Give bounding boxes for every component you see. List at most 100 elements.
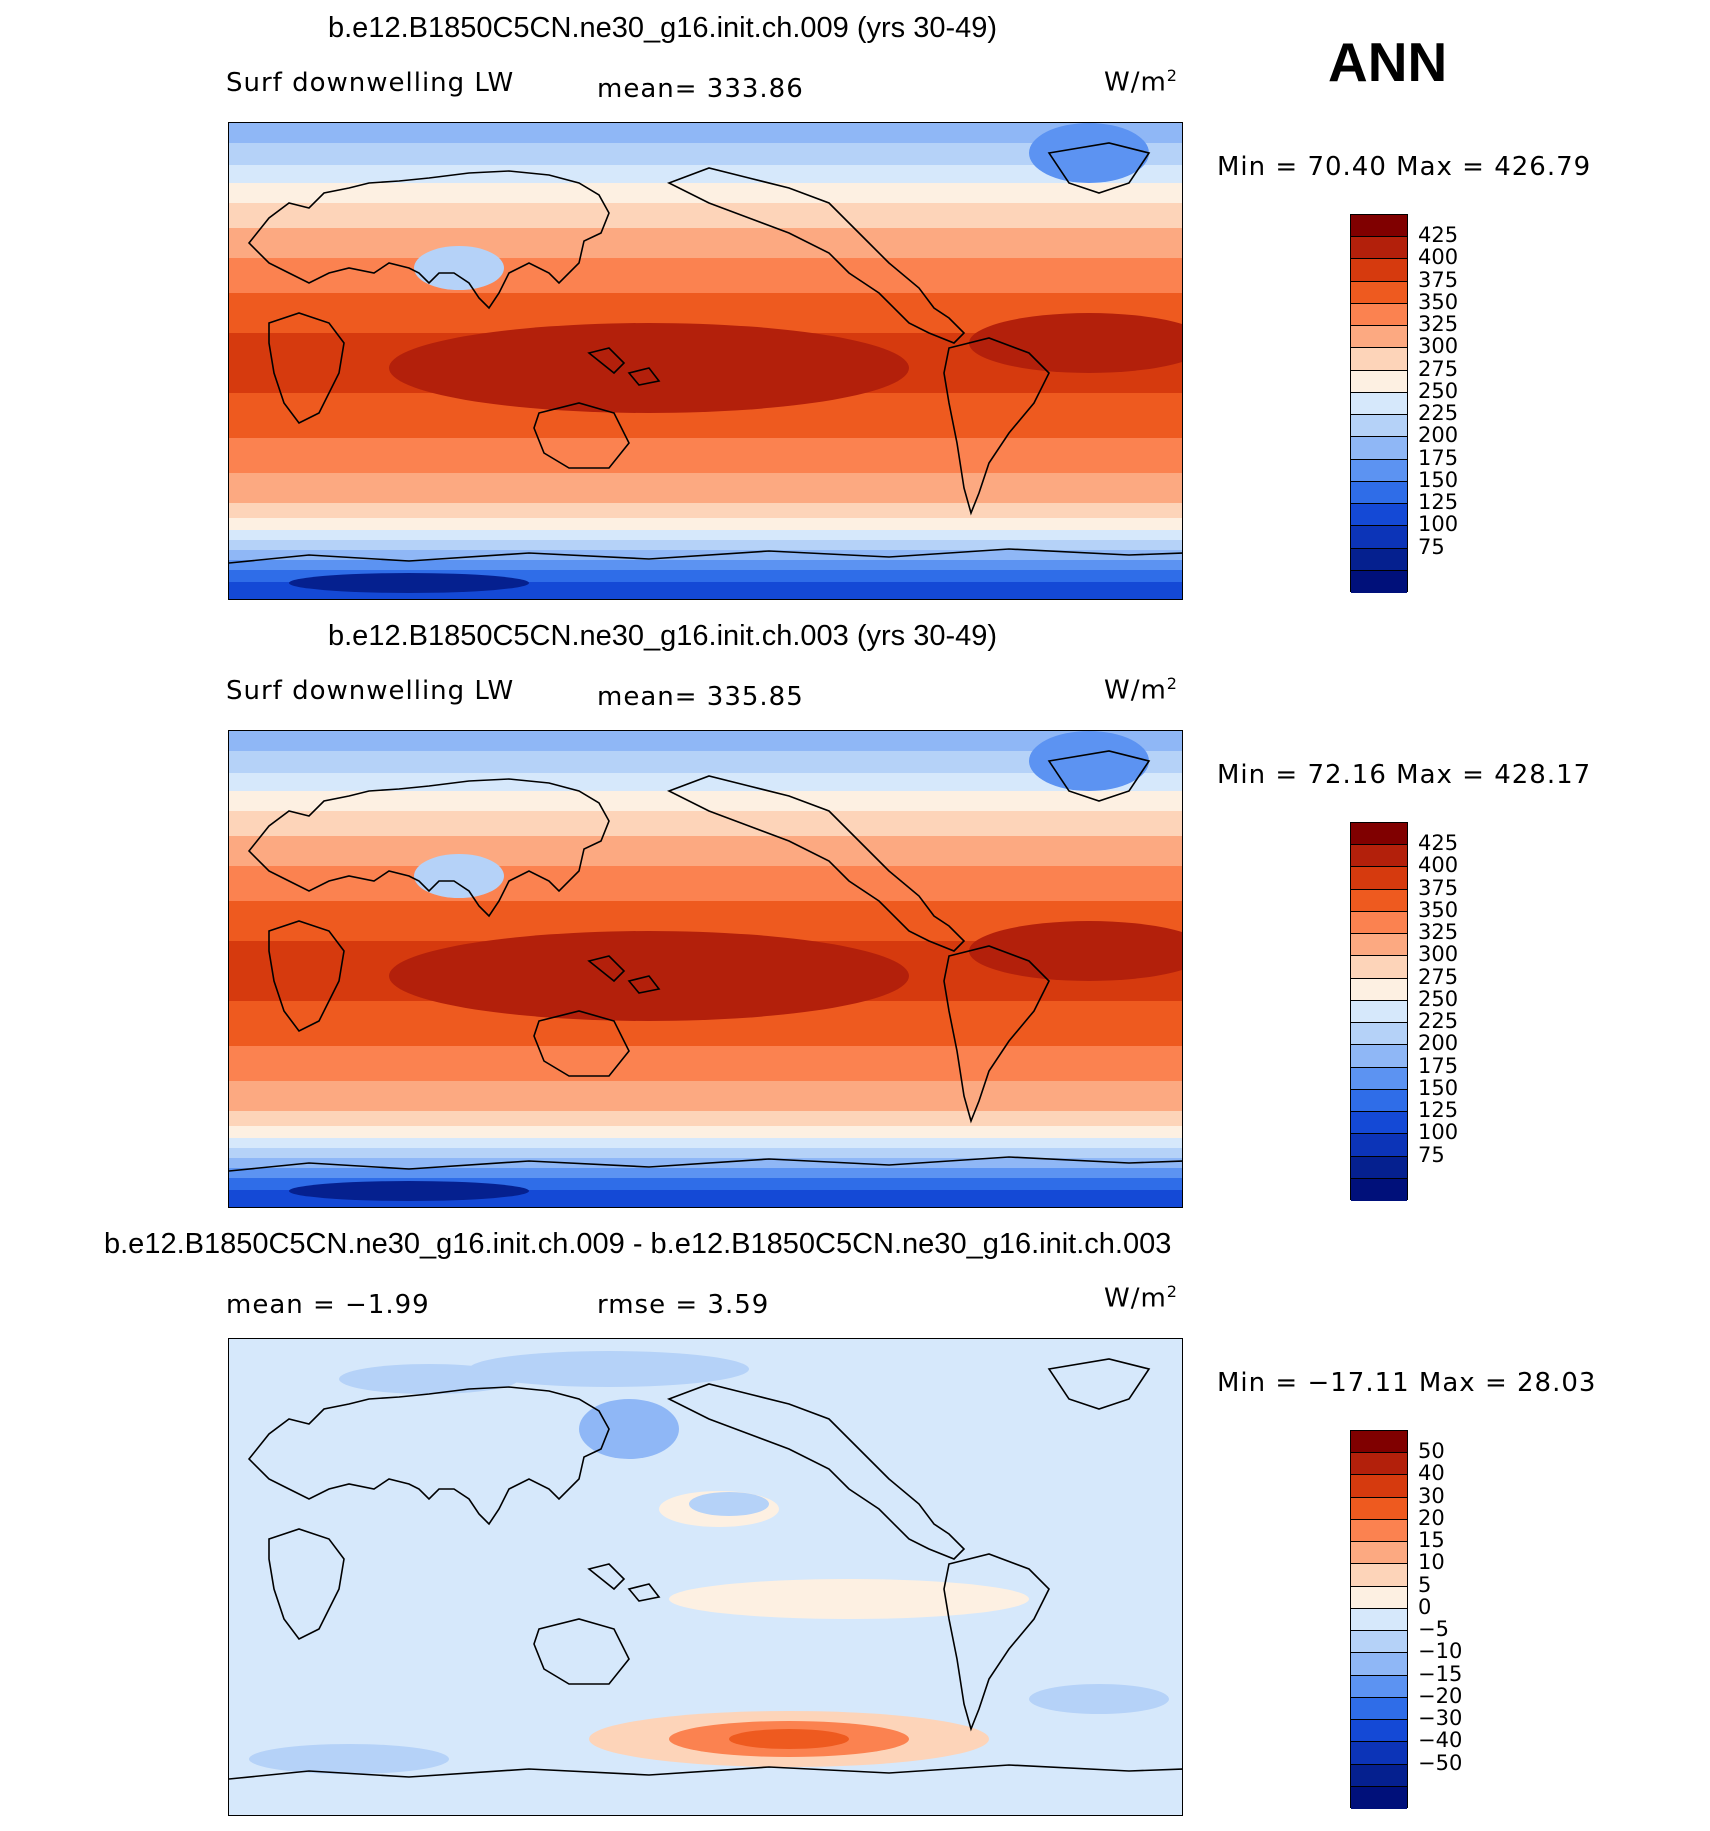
colorbar-tick-label: 225 xyxy=(1418,401,1459,426)
colorbar-tick-label: −10 xyxy=(1418,1639,1463,1664)
contour-blob xyxy=(289,573,529,593)
panel-title: b.e12.B1850C5CN.ne30_g16.init.ch.009 - b… xyxy=(104,1228,1172,1260)
colorbar-tick-label: −5 xyxy=(1418,1617,1449,1642)
coastline xyxy=(1047,750,1151,802)
colorbar-tick-label: 275 xyxy=(1418,964,1459,989)
colorbar-cell xyxy=(1351,1697,1407,1721)
colorbar-tick-label: 75 xyxy=(1418,1142,1445,1167)
contour-band xyxy=(229,1148,1182,1158)
colorbar-tick-label: 175 xyxy=(1418,1053,1459,1078)
colorbar-cell xyxy=(1351,1023,1407,1046)
contour-band xyxy=(229,751,1182,773)
colorbar-cell xyxy=(1351,548,1407,571)
contour-blob xyxy=(1029,731,1149,791)
colorbar-cell xyxy=(1351,1564,1407,1587)
colorbar-cell xyxy=(1351,1519,1407,1543)
colorbar-tick-label: 0 xyxy=(1418,1594,1432,1619)
colorbar-tick-label: 175 xyxy=(1418,445,1459,470)
units-label: W/m2 xyxy=(1104,66,1178,98)
colorbar-tick-label: 425 xyxy=(1418,831,1459,856)
colorbar-tick-label: 400 xyxy=(1418,853,1459,878)
colorbar-cell xyxy=(1351,889,1407,912)
colorbar-cell xyxy=(1351,1586,1407,1609)
contour-band xyxy=(229,438,1182,473)
colorbar-cell xyxy=(1351,415,1407,438)
contour-band xyxy=(229,123,1182,143)
colorbar-tick-label: 400 xyxy=(1418,245,1459,270)
colorbar-cell xyxy=(1351,437,1407,460)
contour-band xyxy=(229,836,1182,866)
colorbar-cell xyxy=(1351,526,1407,549)
colorbar-tick-label: −50 xyxy=(1418,1750,1463,1775)
contour-band xyxy=(229,560,1182,570)
coastline xyxy=(268,312,345,425)
colorbar-cell xyxy=(1351,1112,1407,1135)
contour-band xyxy=(229,773,1182,791)
coastline xyxy=(229,1764,1182,1780)
contour-band xyxy=(229,1138,1182,1148)
colorbar-cell xyxy=(1351,1089,1407,1113)
colorbar-cell xyxy=(1351,1764,1407,1787)
coastline xyxy=(943,945,1050,1124)
colorbar-tick-label: 125 xyxy=(1418,1098,1459,1123)
colorbar-tick-label: 200 xyxy=(1418,1031,1459,1056)
colorbar-tick-label: 375 xyxy=(1418,267,1459,292)
colorbar-tick-label: 375 xyxy=(1418,875,1459,900)
contour-blob xyxy=(969,921,1182,981)
colorbar-cell xyxy=(1351,348,1407,371)
coastline xyxy=(533,402,630,469)
coastline xyxy=(247,778,610,918)
units-label: W/m2 xyxy=(1104,674,1178,706)
variable-label: Surf downwelling LW xyxy=(226,68,515,98)
contour-blob xyxy=(414,854,504,898)
colorbar-tick-label: 75 xyxy=(1418,534,1445,559)
colorbar-cell xyxy=(1351,504,1407,527)
contour-band xyxy=(229,473,1182,503)
contour-band xyxy=(229,866,1182,901)
coastline xyxy=(667,775,966,952)
contour-band xyxy=(229,1046,1182,1081)
season-label: ANN xyxy=(1328,31,1448,93)
coastline xyxy=(943,337,1050,516)
colorbar-cell xyxy=(1351,1134,1407,1157)
contour-band xyxy=(229,165,1182,183)
colorbar-tick-label: 250 xyxy=(1418,378,1459,403)
contour-blob xyxy=(249,1744,449,1774)
colorbar-cell xyxy=(1351,326,1407,349)
colorbar-cell xyxy=(1351,259,1407,282)
colorbar xyxy=(1350,1430,1408,1809)
colorbar-tick-label: −40 xyxy=(1418,1728,1463,1753)
colorbar-tick-label: 100 xyxy=(1418,512,1459,537)
colorbar-cell xyxy=(1351,1475,1407,1498)
colorbar-tick-label: 225 xyxy=(1418,1009,1459,1034)
rmse-label: rmse = 3.59 xyxy=(597,1290,770,1320)
contour-blob xyxy=(469,1351,749,1387)
colorbar-cell xyxy=(1351,867,1407,890)
contour-blob xyxy=(339,1364,519,1394)
coastline xyxy=(247,1386,610,1526)
coastline xyxy=(1047,1358,1151,1410)
colorbar-tick-label: 150 xyxy=(1418,1075,1459,1100)
minmax-label: Min = −17.11 Max = 28.03 xyxy=(1217,1368,1597,1398)
mean-label: mean= 333.86 xyxy=(597,74,804,104)
contour-blob xyxy=(1029,1684,1169,1714)
colorbar-tick-label: 325 xyxy=(1418,920,1459,945)
colorbar-tick-label: 300 xyxy=(1418,334,1459,359)
colorbar-tick-label: 30 xyxy=(1418,1483,1445,1508)
contour-band xyxy=(229,540,1182,550)
minmax-label: Min = 70.40 Max = 426.79 xyxy=(1217,152,1592,182)
colorbar-tick-label: 425 xyxy=(1418,223,1459,248)
colorbar-cell xyxy=(1351,1067,1407,1090)
colorbar-cell xyxy=(1351,934,1407,957)
colorbar-tick-label: 40 xyxy=(1418,1461,1445,1486)
colorbar-tick-label: 300 xyxy=(1418,942,1459,967)
contour-blob xyxy=(1029,123,1149,183)
contour-band xyxy=(229,503,1182,518)
coastline xyxy=(943,1553,1050,1732)
coastline xyxy=(587,1563,661,1602)
contour-map xyxy=(229,123,1182,599)
contour-band xyxy=(229,1126,1182,1138)
colorbar-cell xyxy=(1351,1045,1407,1068)
colorbar-cell xyxy=(1351,978,1407,1001)
mean-label: mean = −1.99 xyxy=(226,1290,430,1320)
